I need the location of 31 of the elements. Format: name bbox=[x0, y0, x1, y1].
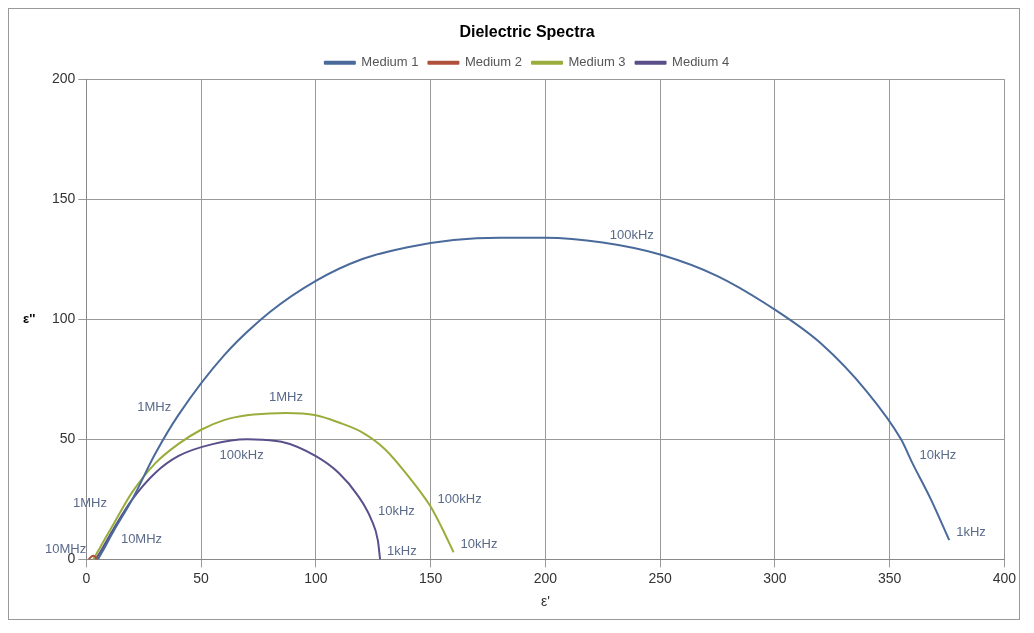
x-tick-label: 400 bbox=[992, 569, 1017, 586]
annotation: 1MHz bbox=[269, 389, 303, 405]
annotation: 10MHz bbox=[120, 530, 163, 546]
annotation: 1kHz bbox=[956, 524, 986, 540]
annotation: 1MHz bbox=[137, 399, 172, 415]
x-tick-label: 0 bbox=[82, 569, 91, 586]
x-tick-label: 150 bbox=[418, 569, 443, 586]
x-tick-label: 350 bbox=[877, 569, 902, 586]
annotation: 10kHz bbox=[460, 536, 498, 552]
y-tick-label: 100 bbox=[52, 310, 76, 327]
y-tick-label: 150 bbox=[52, 190, 76, 207]
legend-label: Medium 1 bbox=[361, 54, 419, 70]
annotation: 100kHz bbox=[437, 490, 482, 506]
x-axis-title: ε' bbox=[540, 593, 550, 610]
annotation: 100kHz bbox=[219, 446, 264, 462]
annotation: 100kHz bbox=[609, 226, 654, 242]
legend-label: Medium 4 bbox=[672, 54, 730, 70]
x-tick-label: 100 bbox=[304, 569, 328, 586]
y-tick-label: 50 bbox=[59, 430, 76, 447]
annotation: 1kHz bbox=[387, 543, 417, 559]
y-axis-title: ε'' bbox=[23, 310, 36, 326]
legend-label: Medium 3 bbox=[568, 54, 626, 70]
y-tick-label: 200 bbox=[52, 70, 76, 87]
annotation: 10kHz bbox=[919, 447, 957, 463]
annotation: 10kHz bbox=[377, 502, 415, 518]
x-tick-label: 300 bbox=[763, 569, 787, 586]
x-tick-label: 250 bbox=[648, 569, 672, 586]
x-tick-label: 50 bbox=[193, 569, 210, 586]
chart-title: Dielectric Spectra bbox=[459, 23, 595, 41]
legend-label: Medium 2 bbox=[464, 54, 522, 70]
x-tick-label: 200 bbox=[533, 569, 558, 586]
